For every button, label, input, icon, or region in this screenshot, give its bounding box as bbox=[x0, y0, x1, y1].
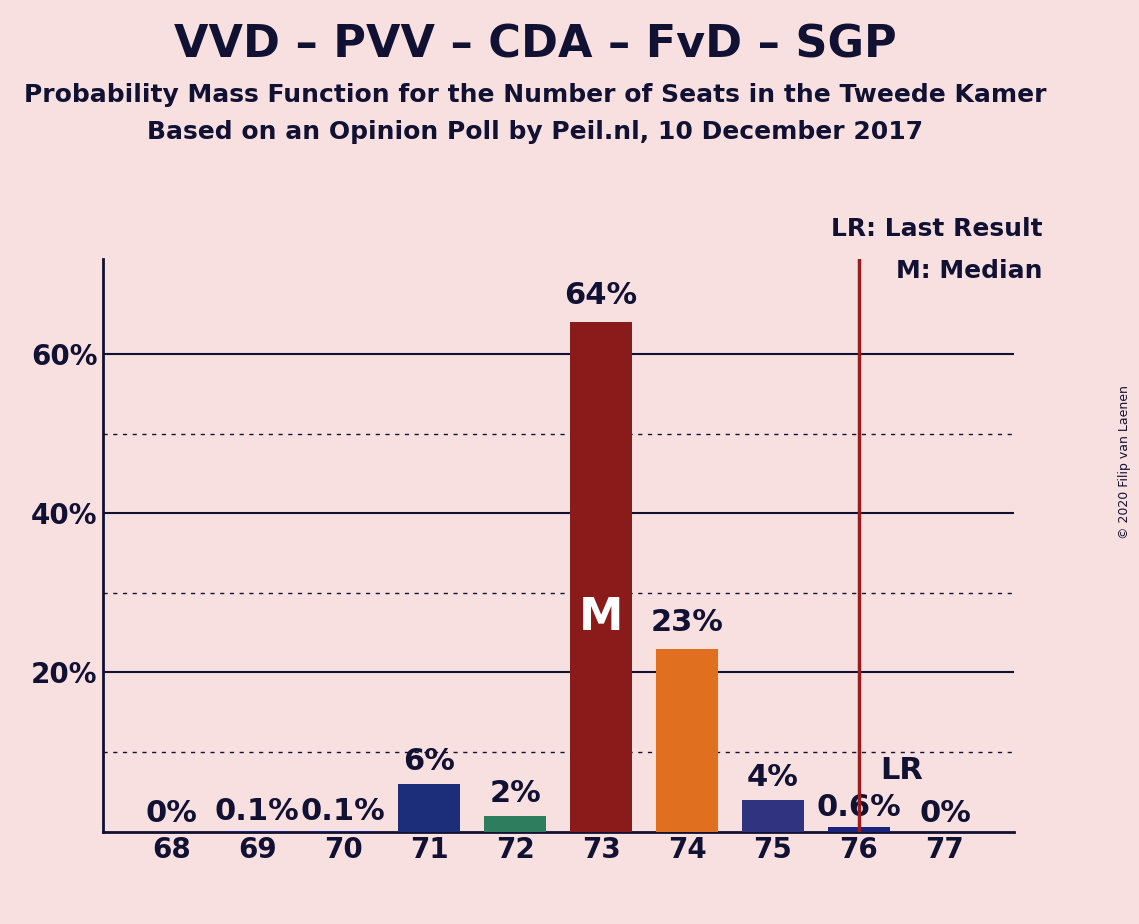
Text: M: Median: M: Median bbox=[895, 259, 1042, 283]
Bar bbox=[656, 649, 718, 832]
Text: 0%: 0% bbox=[146, 798, 197, 828]
Text: 0.1%: 0.1% bbox=[215, 797, 300, 826]
Bar bbox=[743, 800, 804, 832]
Text: 4%: 4% bbox=[747, 763, 798, 792]
Text: Probability Mass Function for the Number of Seats in the Tweede Kamer: Probability Mass Function for the Number… bbox=[24, 83, 1047, 107]
Bar bbox=[571, 322, 632, 832]
Text: 23%: 23% bbox=[650, 608, 723, 637]
Text: © 2020 Filip van Laenen: © 2020 Filip van Laenen bbox=[1118, 385, 1131, 539]
Bar bbox=[828, 827, 890, 832]
Text: 0%: 0% bbox=[919, 798, 970, 828]
Text: 6%: 6% bbox=[403, 747, 456, 776]
Text: 64%: 64% bbox=[565, 282, 638, 310]
Bar bbox=[484, 816, 546, 832]
Text: VVD – PVV – CDA – FvD – SGP: VVD – PVV – CDA – FvD – SGP bbox=[174, 23, 896, 67]
Text: Based on an Opinion Poll by Peil.nl, 10 December 2017: Based on an Opinion Poll by Peil.nl, 10 … bbox=[147, 120, 924, 144]
Text: 0.6%: 0.6% bbox=[817, 793, 901, 822]
Text: LR: Last Result: LR: Last Result bbox=[830, 217, 1042, 241]
Text: 2%: 2% bbox=[490, 779, 541, 808]
Text: LR: LR bbox=[880, 756, 924, 785]
Bar bbox=[399, 784, 460, 832]
Text: M: M bbox=[579, 596, 623, 639]
Text: 0.1%: 0.1% bbox=[301, 797, 386, 826]
